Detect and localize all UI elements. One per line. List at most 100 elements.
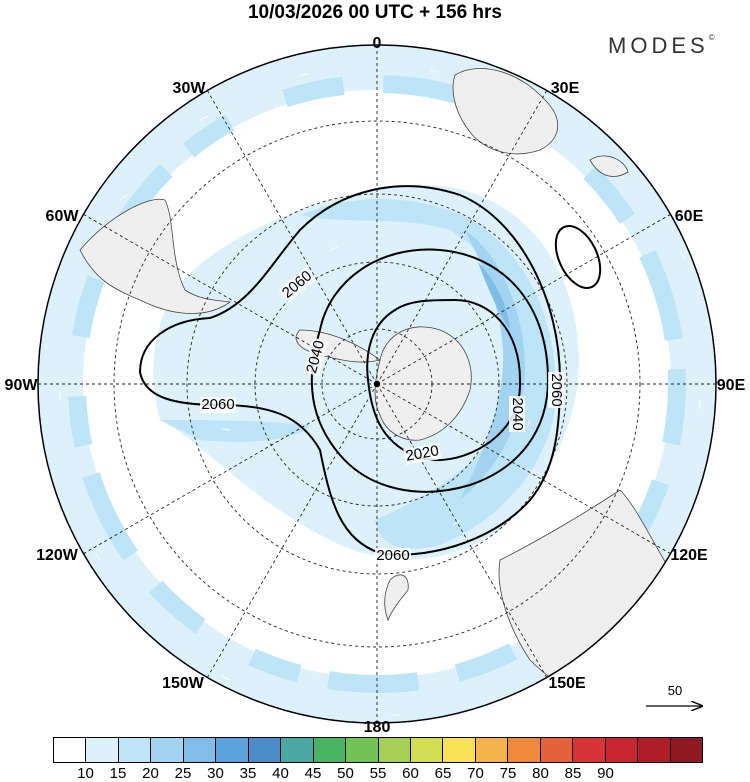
lon-label-150e: 150E <box>548 675 586 692</box>
wind-arrow <box>526 419 531 429</box>
wind-arrow <box>429 69 440 73</box>
colorbar-swatch <box>475 738 509 762</box>
lon-label-60w: 60W <box>46 208 80 225</box>
lon-label-120e: 120E <box>670 547 708 564</box>
colorbar-swatch <box>313 738 347 762</box>
meridian-line <box>206 89 378 385</box>
colorbar-swatch <box>151 738 184 762</box>
colorbar-label: 60 <box>402 765 419 782</box>
jet-shading-west <box>160 420 310 442</box>
meridian-lines <box>38 45 716 723</box>
colorbar-swatch <box>670 738 703 762</box>
wind-arrow <box>221 675 231 681</box>
colorbar-swatch <box>118 738 152 762</box>
wind-arrow <box>94 552 101 561</box>
colorbar-label: 45 <box>304 765 322 782</box>
colorbar-label: 85 <box>564 765 582 782</box>
meridian-line <box>376 213 672 385</box>
colorbar-swatch <box>508 738 541 762</box>
polar-map: 2060 2060 2060 2060 2040 2040 2020 0 30 <box>5 35 746 735</box>
wind-arrow <box>679 249 685 259</box>
meridian-line <box>82 383 378 555</box>
map-title: 10/03/2026 00 UTC + 156 hrs <box>247 2 503 23</box>
lon-label-30e: 30E <box>551 80 580 97</box>
colorbar <box>53 737 703 763</box>
colorbar-swatch <box>86 738 119 762</box>
lon-label-0: 0 <box>373 35 382 52</box>
colorbar-swatch <box>540 738 574 762</box>
colorbar-label: 90 <box>597 765 614 782</box>
jet-shading-max <box>478 262 510 330</box>
contour-label-group: 2060 2060 2060 2060 2040 2040 2020 <box>200 267 565 564</box>
contour-2060-closed-high <box>554 225 602 289</box>
colorbar-swatch <box>605 738 639 762</box>
meridian-line <box>376 383 672 555</box>
meridian-line <box>376 89 548 385</box>
colorbar-swatch <box>281 738 314 762</box>
contour-label: 2040 <box>509 396 526 432</box>
colorbar-label: 35 <box>239 765 257 782</box>
colorbar-label: 20 <box>142 765 159 782</box>
colorbar-label: 65 <box>434 765 452 782</box>
colorbar-label: 70 <box>467 765 484 782</box>
madagascar <box>589 155 629 177</box>
africa-south <box>452 68 559 155</box>
colorbar-label: 75 <box>499 765 517 782</box>
colorbar-label: 30 <box>207 765 224 782</box>
contour-2040 <box>310 248 550 493</box>
wind-arrow <box>599 119 608 127</box>
contour-label-text: 2020 <box>404 442 440 465</box>
contour-label: 2060 <box>200 396 236 413</box>
contour-label: 2040 <box>303 337 329 377</box>
colorbar-label: 25 <box>174 765 192 782</box>
meridian-line <box>82 213 378 385</box>
new-zealand <box>384 574 409 622</box>
lon-label-90w: 90W <box>5 377 39 394</box>
contour-label: 2020 <box>403 442 442 466</box>
colorbar-swatch <box>638 738 671 762</box>
wind-arrow <box>221 428 231 431</box>
contour-label: 2060 <box>375 547 411 564</box>
south-america <box>79 198 232 314</box>
lon-label-150w: 150W <box>162 675 205 692</box>
meridian-line <box>206 383 378 679</box>
reference-vector: 50 <box>646 683 702 706</box>
colorbar-swatch <box>54 738 87 762</box>
lon-label-180: 180 <box>364 719 391 735</box>
south-pole-marker <box>373 380 381 388</box>
meridian-line <box>376 383 548 679</box>
contour-label-text: 2060 <box>376 547 409 564</box>
wind-arrow <box>452 519 461 526</box>
antarctica <box>374 326 472 441</box>
latitude-circle <box>113 120 641 648</box>
colorbar-label: 50 <box>337 765 354 782</box>
wind-arrow <box>299 73 310 76</box>
lon-label-120w: 120W <box>36 547 79 564</box>
colorbar-label: 55 <box>369 765 387 782</box>
colorbar-label: 15 <box>109 765 127 782</box>
latitude-circle <box>186 193 568 575</box>
colorbar-swatch <box>410 738 444 762</box>
contour-2060 <box>138 185 562 556</box>
colorbar-swatch <box>443 738 476 762</box>
contour-label: 2060 <box>548 372 565 408</box>
colorbar-swatch <box>248 738 282 762</box>
logo-text: MODES <box>608 33 709 58</box>
jet-shading-strong <box>460 230 525 500</box>
longitude-label-group: 0 30E 60E 90E 120E 150E 180 150W 120W 90… <box>5 35 746 735</box>
wind-arrow <box>698 399 701 410</box>
contour-label-text: 2060 <box>201 396 234 413</box>
wind-arrow <box>119 193 129 201</box>
registered-mark: © <box>708 33 715 42</box>
colorbar-label: 40 <box>272 765 289 782</box>
map-disc <box>38 45 716 723</box>
reference-vector-label: 50 <box>668 683 682 698</box>
lon-label-90e: 90E <box>717 377 746 394</box>
colorbar-swatch <box>573 738 606 762</box>
colorbar-labels: 10 15 20 25 30 35 40 45 50 55 60 65 70 75 80 85 90 <box>53 765 703 782</box>
contour-label-text: 2040 <box>509 397 526 430</box>
contour-label-text: 2060 <box>548 373 565 406</box>
colorbar-swatch <box>346 738 379 762</box>
colorbar-label: 80 <box>532 765 549 782</box>
lon-label-30w: 30W <box>173 80 207 97</box>
